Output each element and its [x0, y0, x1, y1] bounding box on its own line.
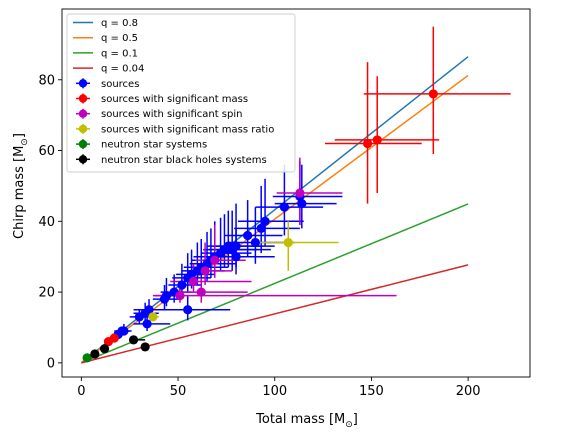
reference-line-2 [81, 203, 469, 364]
data-point-0-27 [256, 223, 266, 233]
x-tick-label-2: 100 [262, 384, 287, 399]
data-point-2-5 [295, 188, 305, 198]
legend-marker-4 [78, 139, 88, 149]
data-point-5-0 [90, 349, 100, 359]
y-tick-label-4: 80 [38, 73, 55, 88]
data-point-2-2 [196, 287, 206, 297]
plot-inner [80, 26, 511, 364]
legend-label-series-3: sources with significant mass ratio [101, 124, 274, 135]
data-point-1-1 [109, 333, 119, 343]
data-point-0-10 [177, 280, 187, 290]
data-point-5-2 [128, 335, 139, 345]
y-tick-label-3: 60 [38, 144, 55, 159]
data-point-3-1 [283, 237, 293, 248]
data-point-0-23 [231, 241, 241, 251]
data-point-2-0 [175, 291, 185, 301]
y-axis-label: Chirp mass [M⊙] [12, 133, 30, 239]
data-point-2-1 [188, 276, 199, 287]
legend-label-series-1: sources with significant mass [101, 94, 248, 105]
legend-marker-1 [78, 94, 88, 103]
legend-box [66, 13, 296, 173]
data-point-0-31 [297, 199, 307, 209]
data-point-2-3 [200, 266, 210, 276]
data-point-2-4 [210, 255, 220, 265]
y-tick-label-2: 40 [38, 215, 55, 230]
y-tick-label-0: 0 [47, 356, 55, 371]
data-point-0-26 [250, 237, 260, 248]
data-point-0-2 [119, 326, 129, 336]
legend-label-series-0: sources [101, 79, 139, 90]
legend-marker-5 [78, 155, 88, 164]
legend-marker-0 [78, 79, 88, 88]
data-point-3-0 [148, 312, 158, 322]
x-tick-label-3: 150 [359, 384, 384, 399]
data-point-0-24 [231, 252, 241, 262]
legend-label-series-5: neutron star black holes systems [101, 155, 267, 166]
data-point-1-3 [372, 135, 382, 145]
x-axis: 0 50 100 150 200 [77, 377, 481, 399]
data-point-5-1 [99, 344, 110, 354]
data-point-0-8 [161, 291, 172, 301]
data-point-1-4 [428, 89, 438, 99]
legend-marker-3 [78, 124, 88, 134]
legend-label-line-1: q = 0.5 [101, 33, 138, 44]
data-point-0-29 [279, 202, 289, 212]
x-tick-label-0: 0 [77, 384, 85, 399]
legend-label-line-0: q = 0.8 [101, 18, 138, 29]
legend-marker-2 [78, 109, 88, 118]
legend-label-line-3: q = 0.04 [101, 64, 144, 75]
x-tick-label-4: 200 [456, 384, 481, 399]
legend-label-series-2: sources with significant spin [101, 109, 242, 120]
plot-frame [61, 8, 531, 378]
legend-label-series-4: neutron star systems [101, 140, 207, 151]
data-point-0-28 [260, 216, 270, 226]
data-point-0-25 [243, 230, 253, 241]
legend-label-line-2: q = 0.1 [101, 48, 138, 59]
legend: q = 0.8 q = 0.5 q = 0.1 q = 0.04 sources sour… [66, 13, 296, 173]
plot-area [80, 26, 511, 364]
data-point-0-6 [144, 305, 154, 315]
data-point-5-3 [140, 342, 150, 352]
y-axis: 0 20 40 60 80 [38, 73, 62, 371]
data-point-1-2 [362, 138, 373, 149]
x-axis-label: Total mass [M⊙] [255, 412, 358, 430]
data-point-0-5 [142, 319, 152, 329]
data-point-4-0 [82, 353, 92, 363]
data-point-0-11 [183, 305, 193, 315]
y-tick-label-1: 20 [38, 286, 55, 301]
x-tick-label-1: 50 [170, 384, 187, 399]
